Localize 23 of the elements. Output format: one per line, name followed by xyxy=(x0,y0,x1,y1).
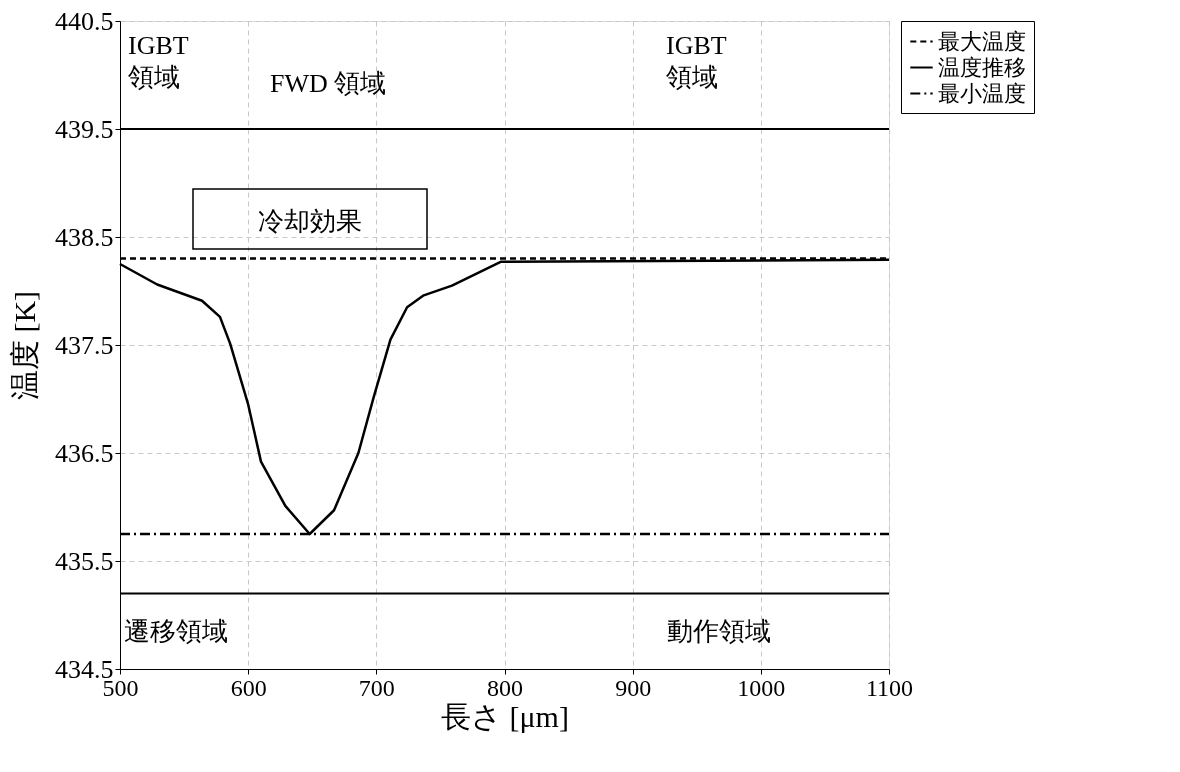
x-tick-label: 600 xyxy=(230,674,267,701)
x-tick-label: 1100 xyxy=(865,674,914,701)
x-tick-label: 700 xyxy=(358,674,395,701)
legend-label: 最小温度 xyxy=(938,80,1026,106)
x-tick-label: 900 xyxy=(615,674,652,701)
annotation: 冷却効果 xyxy=(258,207,362,236)
x-tick-label: 1000 xyxy=(737,674,786,701)
y-tick-label: 439.5 xyxy=(55,114,114,144)
y-tick-label: 437.5 xyxy=(55,330,114,360)
annotation: IGBT 領域 xyxy=(128,31,189,92)
x-tick-label: 800 xyxy=(487,674,523,701)
annotation: IGBT 領域 xyxy=(666,31,727,92)
legend-label: 最大温度 xyxy=(938,28,1026,54)
x-axis-title: 長さ [μm] xyxy=(441,699,569,733)
y-tick-label: 440.5 xyxy=(55,6,114,36)
y-tick-label: 438.5 xyxy=(55,222,114,252)
legend-label: 温度推移 xyxy=(938,54,1026,80)
y-tick-label: 436.5 xyxy=(55,438,114,468)
annotation: 動作領域 xyxy=(667,617,771,646)
annotation: 遷移領域 xyxy=(124,617,228,646)
y-axis-title: 温度 [K] xyxy=(8,290,41,401)
y-tick-label: 435.5 xyxy=(55,546,114,576)
annotation: FWD 領域 xyxy=(270,69,387,98)
